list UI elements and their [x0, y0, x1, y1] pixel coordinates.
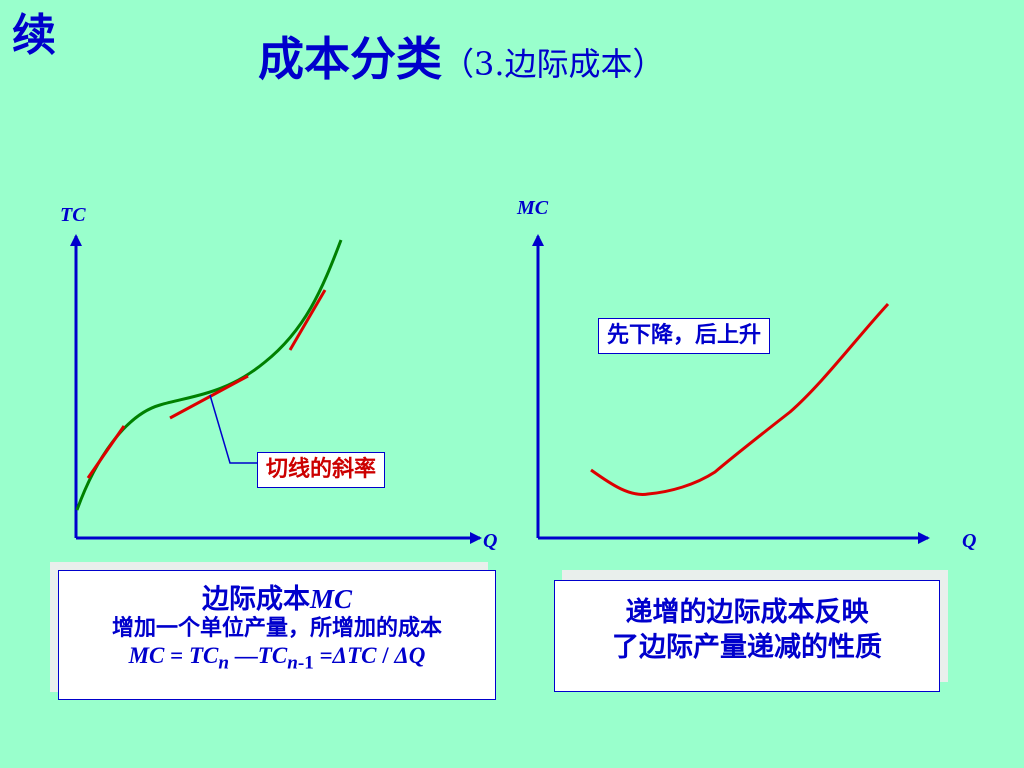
tc-x-axis-label: Q	[483, 530, 497, 552]
mc-y-axis-label: MC	[516, 197, 549, 219]
formula-sub-n: n	[218, 652, 230, 674]
summary-line-1: 递增的边际成本反映	[625, 597, 869, 628]
mc-curve	[590, 302, 890, 496]
formula-slash: /	[376, 643, 395, 669]
formula-mc: MC	[128, 643, 165, 669]
mc-x-axis-label: Q	[962, 530, 976, 552]
formula-delta-q: ΔQ	[394, 643, 426, 669]
formula-tc: TC	[189, 643, 219, 669]
formula-dash: —	[229, 643, 258, 669]
tangent-line-right	[288, 289, 327, 351]
tangent-line-left	[86, 425, 126, 479]
formula-sub-n-prev: n	[287, 652, 298, 674]
tc-y-axis-label: TC	[60, 204, 86, 226]
callout-leader-line	[209, 394, 257, 464]
mc-heading: 边际成本MC	[59, 584, 495, 615]
mc-heading-symbol: MC	[309, 584, 353, 614]
tangent-line-middle	[169, 374, 249, 420]
summary-box: 递增的边际成本反映 了边际产量递减的性质	[554, 580, 940, 692]
tc-chart: TC Q	[60, 204, 497, 552]
mc-trend-callout: 先下降，后上升	[598, 318, 771, 354]
mc-chart: MC Q	[516, 197, 976, 552]
formula-delta-tc: ΔTC	[332, 643, 377, 669]
page-title: 成本分类（3.边际成本）	[258, 36, 665, 82]
title-main: 成本分类	[258, 32, 442, 86]
mc-definition-box: 边际成本MC 增加一个单位产量，所增加的成本 MC = TCn —TCn-1 =…	[58, 570, 496, 700]
formula-sub-n-minus-1: n-1	[287, 653, 314, 674]
formula-sub-minus1: -1	[297, 652, 314, 674]
formula-equals-2: =	[313, 643, 333, 669]
mc-heading-text: 边际成本	[201, 584, 310, 615]
tangent-slope-callout: 切线的斜率	[257, 452, 386, 488]
continued-label: 续	[12, 10, 56, 61]
mc-description: 增加一个单位产量，所增加的成本	[111, 615, 442, 641]
mc-formula: MC = TCn —TCn-1 =ΔTC / ΔQ	[59, 642, 495, 676]
title-subtitle: （3.边际成本）	[442, 45, 665, 83]
formula-equals: =	[164, 643, 189, 669]
summary-line-2: 了边际产量递减的性质	[612, 632, 882, 664]
formula-tc-prev: TC	[257, 643, 288, 669]
